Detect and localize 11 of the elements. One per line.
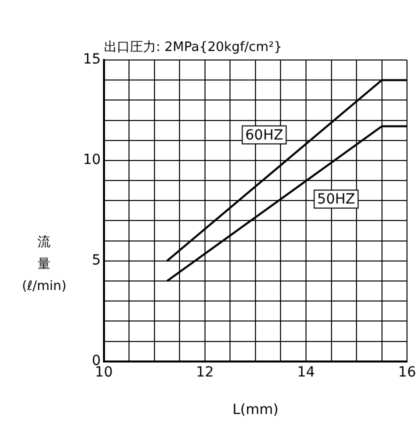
y-tick-label: 15 <box>82 52 101 68</box>
chart-subtitle: 出口圧力: 2MPa{20kgf/cm²} <box>104 39 282 56</box>
x-tick-label: 12 <box>196 364 214 380</box>
y-axis-title: 流量(ℓ/min) <box>22 234 66 296</box>
x-axis-title: L(mm) <box>232 402 278 418</box>
x-tick-label: 14 <box>297 364 315 380</box>
series-label: 60HZ <box>245 127 284 144</box>
y-tick-label: 5 <box>92 252 101 269</box>
x-tick-label: 16 <box>398 364 416 380</box>
series-label: 50HZ <box>317 192 356 208</box>
y-tick-label: 10 <box>82 152 101 168</box>
